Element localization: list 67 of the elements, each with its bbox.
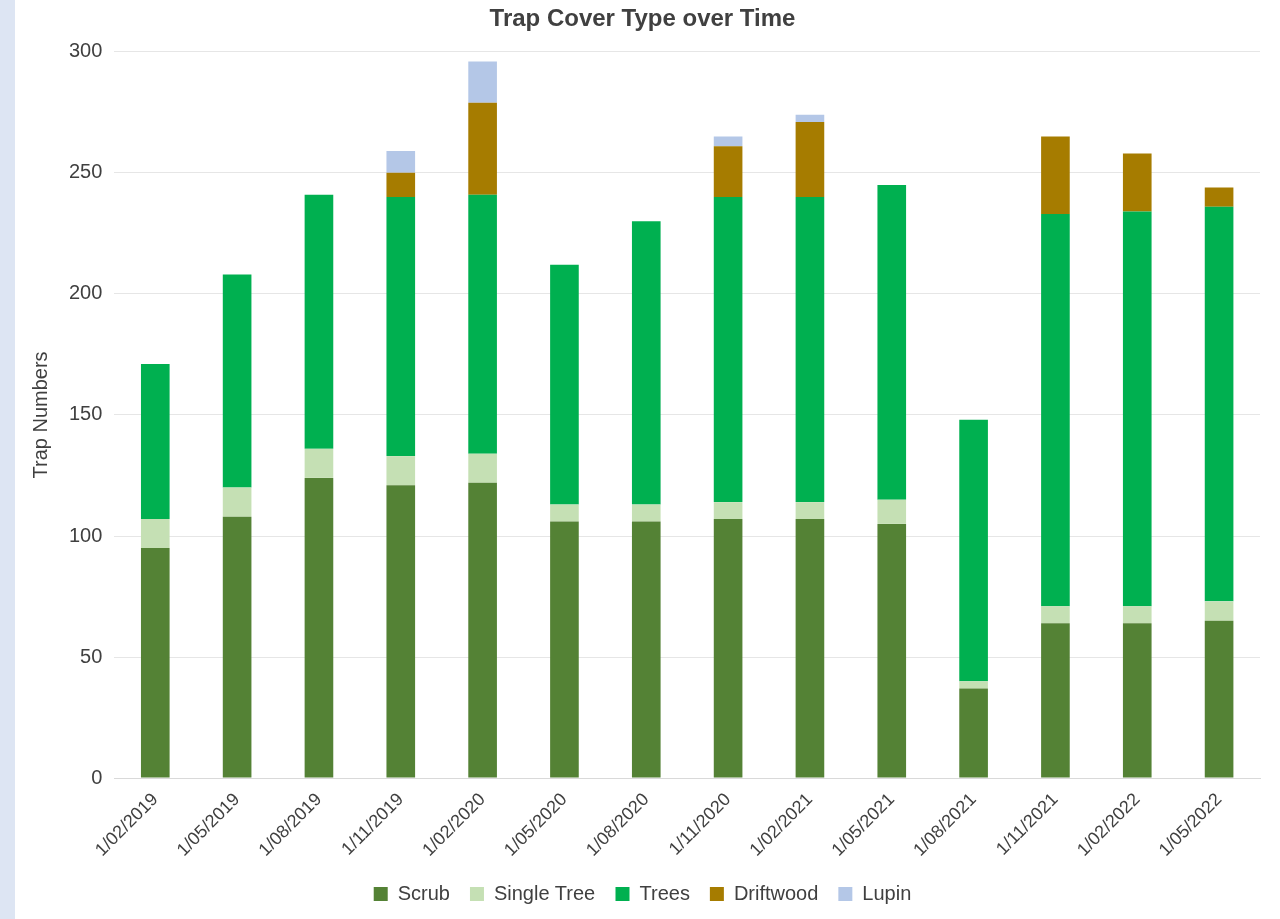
bar	[1041, 623, 1070, 778]
bar	[631, 221, 661, 505]
bar	[468, 453, 497, 483]
legend-label: Driftwood	[733, 881, 819, 904]
y-tick-label: 150	[68, 402, 103, 425]
bar	[713, 519, 743, 778]
bar	[795, 114, 825, 123]
bar	[795, 197, 825, 503]
bar	[550, 521, 579, 778]
bar	[959, 419, 988, 682]
bar	[222, 274, 252, 488]
bar	[140, 519, 170, 549]
y-tick-label: 100	[68, 523, 103, 546]
bar	[304, 194, 334, 449]
bar	[304, 448, 334, 478]
bar	[795, 122, 825, 198]
y-tick-label: 0	[91, 765, 103, 788]
bar	[1122, 153, 1152, 212]
bar	[386, 485, 416, 778]
bar	[140, 548, 170, 778]
bar	[386, 197, 416, 457]
bar	[1041, 606, 1070, 624]
bar	[386, 151, 416, 173]
bar	[959, 688, 988, 778]
bar	[795, 519, 825, 778]
bar	[795, 502, 825, 520]
bar	[222, 487, 252, 517]
bar	[468, 61, 497, 103]
bar	[1041, 136, 1070, 215]
bar	[1204, 206, 1234, 602]
bar	[1041, 214, 1070, 607]
bar	[304, 477, 334, 778]
y-tick-label: 50	[80, 644, 103, 667]
bar	[1204, 187, 1234, 207]
bar	[468, 482, 497, 778]
bar	[1204, 620, 1234, 778]
bar	[1122, 623, 1152, 778]
bar	[468, 102, 497, 195]
bar	[631, 504, 661, 522]
legend-label: Scrub	[397, 881, 450, 904]
bar	[713, 136, 743, 147]
bar	[550, 264, 579, 505]
chart-title: Trap Cover Type over Time	[489, 4, 796, 32]
bar	[713, 502, 743, 520]
bar	[877, 523, 907, 778]
bar	[386, 456, 416, 486]
bar	[140, 364, 170, 520]
bar	[877, 499, 907, 524]
bar	[468, 194, 497, 454]
bar	[877, 184, 907, 500]
y-tick-label: 250	[68, 160, 103, 183]
bar	[550, 504, 579, 522]
y-tick-label: 200	[68, 281, 103, 304]
bar	[1122, 211, 1152, 607]
y-axis-title: Trap Numbers	[28, 351, 51, 479]
bar	[1204, 601, 1234, 621]
y-tick-label: 300	[68, 39, 103, 62]
legend-label: Lupin	[862, 881, 912, 904]
legend-label: Trees	[639, 881, 690, 904]
bar	[959, 681, 988, 689]
bar	[631, 521, 661, 778]
bar	[713, 146, 743, 198]
legend-label: Single Tree	[493, 881, 596, 904]
bar	[386, 172, 416, 198]
bar	[713, 197, 743, 503]
bar	[222, 516, 252, 778]
bar	[1122, 606, 1152, 624]
